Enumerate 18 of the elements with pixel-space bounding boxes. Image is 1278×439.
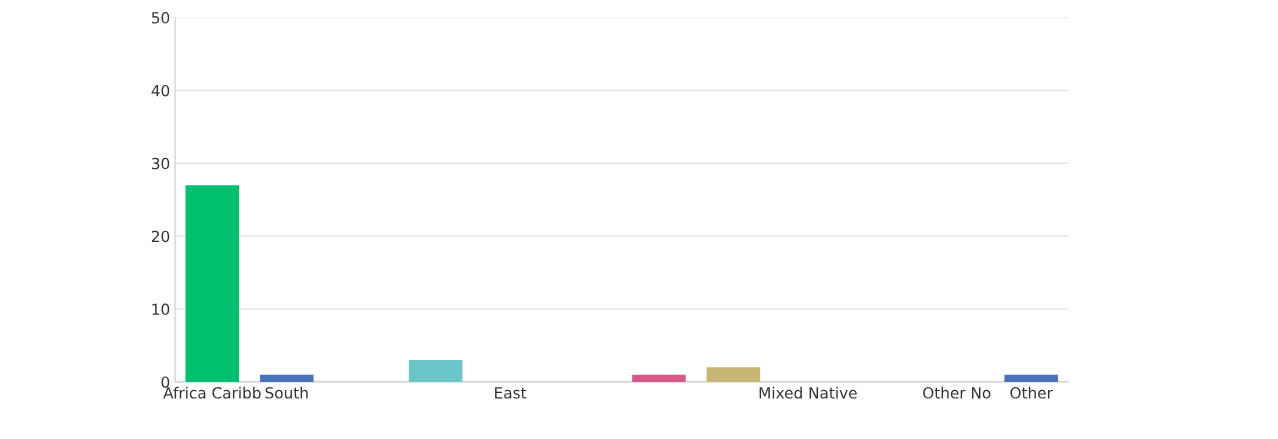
bar [185,185,240,382]
x-tick-label: South [265,386,308,399]
bar [408,360,463,382]
y-tick-label: 50 [151,12,170,24]
bar [259,374,314,382]
bar [706,367,761,382]
x-tick-label: East [495,387,527,399]
x-tick-label: Other [1010,386,1053,399]
y-tick-label: 10 [152,303,170,316]
bar [632,374,686,382]
y-tick-label: 30 [151,157,170,170]
bar [1004,374,1058,382]
x-tick-label: Africa Caribb [163,386,261,399]
y-tick-label: 0 [161,376,170,388]
y-tick-label: 40 [151,84,170,97]
y-tick-label: 20 [151,230,170,243]
x-tick-label: Mixed Native [759,386,857,399]
x-tick-label: Other No [923,386,991,399]
